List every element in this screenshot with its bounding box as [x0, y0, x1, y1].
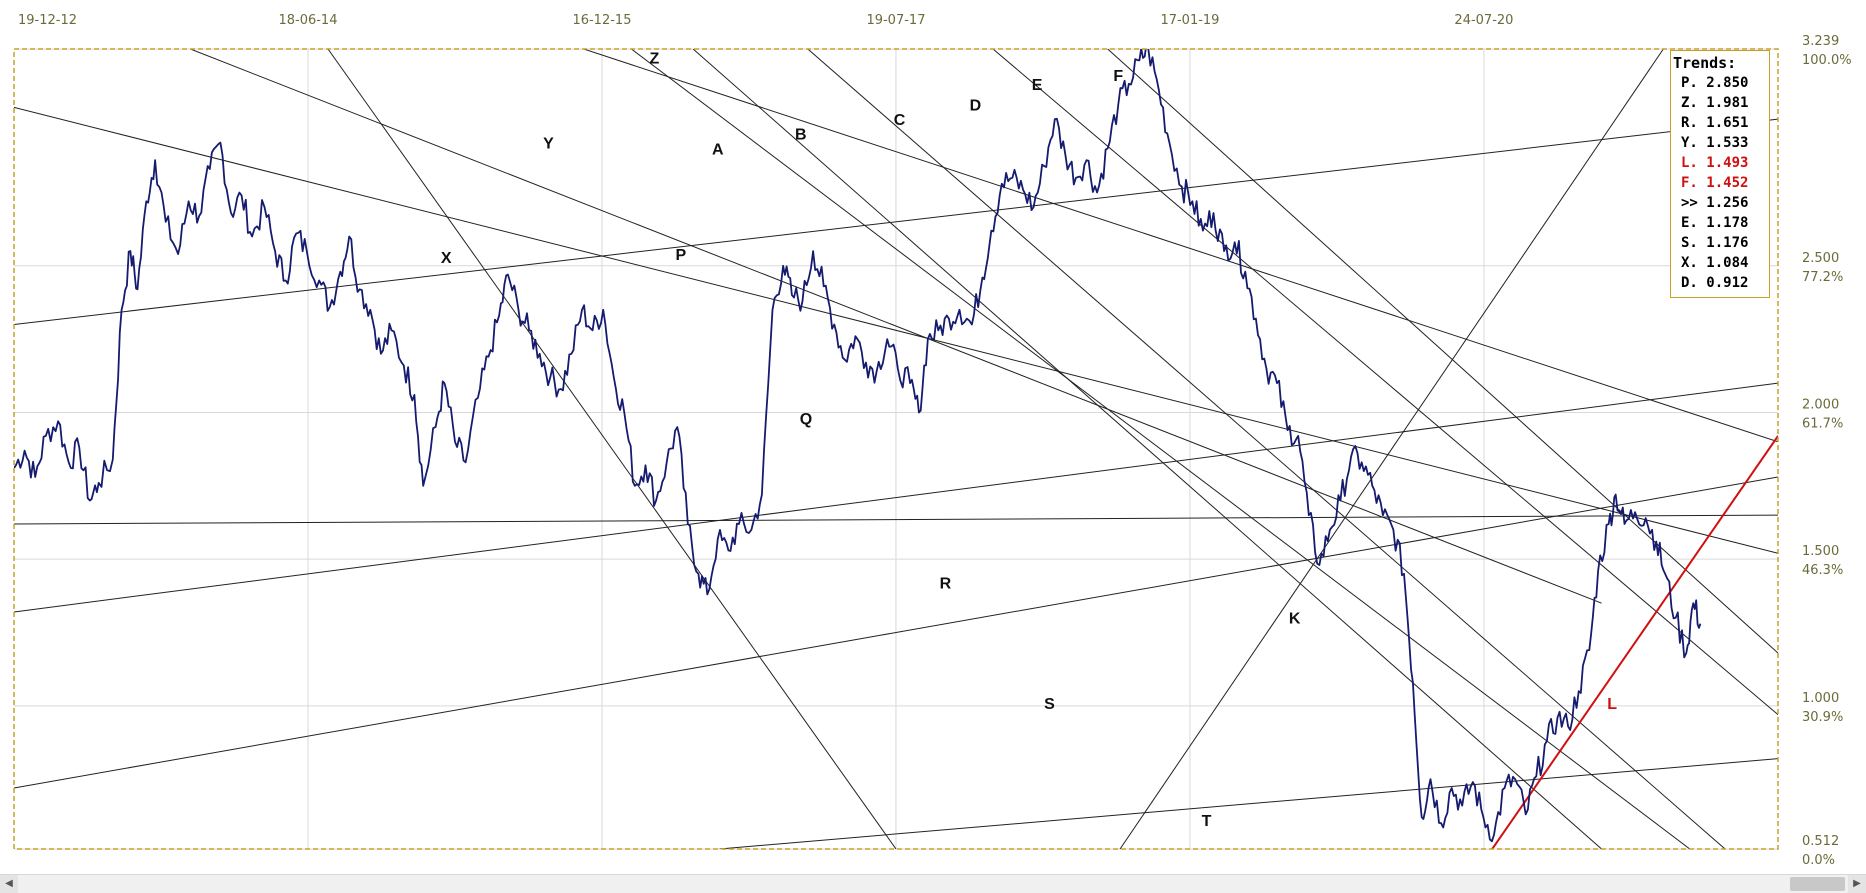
- legend-item-key: F.: [1681, 175, 1707, 191]
- legend-item-value: 1.981: [1706, 95, 1749, 111]
- trend-label-t: T: [1202, 813, 1212, 830]
- trend-line-k: [1119, 49, 1664, 849]
- trend-line-q: [14, 382, 1778, 613]
- trend-label-d: D: [970, 97, 982, 114]
- trend-label-k: K: [1289, 611, 1301, 628]
- trend-label-s: S: [1044, 696, 1055, 713]
- trend-label-p: P: [675, 247, 686, 264]
- trend-label-z: Z: [649, 50, 659, 67]
- trend-label-a: A: [712, 141, 724, 158]
- trend-line-a: [327, 49, 897, 849]
- y-tick-percent: 30.9%: [1802, 710, 1843, 725]
- price-series: [14, 49, 1702, 843]
- x-tick-label: 19-12-12: [18, 13, 77, 28]
- y-tick-percent: 100.0%: [1802, 53, 1852, 68]
- plot-frame: [13, 48, 1779, 850]
- trend-label-y: Y: [543, 135, 554, 152]
- legend-item: Y. 1.533: [1671, 133, 1769, 153]
- x-axis-ticks: 19-12-12 18-06-14 16-12-15 19-07-17 17-01-19…: [18, 13, 1513, 28]
- legend-item-key: P.: [1681, 75, 1707, 91]
- trend-lines: [14, 49, 1778, 849]
- y-axis-ticks: 3.239 100.0% 2.500 77.2% 2.000 61.7% 1.500 46.3…: [1802, 34, 1852, 868]
- trend-line-c: [692, 49, 1602, 849]
- trends-legend: Trends: P. 2.850 Z. 1.981 R. 1.651 Y. 1.533…: [1670, 50, 1770, 298]
- trend-label-e: E: [1032, 77, 1043, 94]
- y-tick-percent: 0.0%: [1802, 853, 1835, 868]
- legend-item-value: 1.533: [1706, 135, 1749, 151]
- y-tick-value: 2.000: [1802, 397, 1839, 412]
- legend-item-key: X.: [1681, 255, 1707, 271]
- legend-item-value: 1.256: [1706, 195, 1749, 211]
- legend-item: >> 1.256: [1671, 193, 1769, 213]
- horizontal-scrollbar[interactable]: ◀ ▶: [0, 874, 1866, 893]
- legend-item-key: L.: [1681, 155, 1707, 171]
- legend-item-key: Z.: [1681, 95, 1707, 111]
- trend-label-l: L: [1607, 696, 1617, 713]
- legend-item-key: R.: [1681, 115, 1707, 131]
- legend-item: X. 1.084: [1671, 253, 1769, 273]
- legend-item-key: D.: [1681, 275, 1707, 291]
- legend-item-key: >>: [1681, 195, 1707, 211]
- trend-label-b: B: [795, 127, 807, 144]
- y-tick-value: 1.000: [1802, 691, 1839, 706]
- legend-item-value: 2.850: [1706, 75, 1749, 91]
- legend-item-key: E.: [1681, 215, 1707, 231]
- legend-item: L. 1.493: [1671, 153, 1769, 173]
- legend-title: Trends:: [1673, 54, 1737, 72]
- trend-line-r: [14, 514, 1778, 525]
- legend-item-key: Y.: [1681, 135, 1707, 151]
- x-tick-label: 17-01-19: [1160, 13, 1219, 28]
- legend-item-value: 1.651: [1706, 115, 1749, 131]
- x-tick-label: 19-07-17: [866, 13, 925, 28]
- legend-item: P. 2.850: [1671, 73, 1769, 93]
- legend-item-key: S.: [1681, 235, 1707, 251]
- x-tick-label: 18-06-14: [278, 13, 337, 28]
- trend-line-y: [14, 106, 1778, 554]
- legend-item-value: 1.176: [1706, 235, 1749, 251]
- scrollbar-thumb[interactable]: [1790, 877, 1845, 891]
- legend-item: R. 1.651: [1671, 113, 1769, 133]
- trend-line-t: [719, 758, 1778, 849]
- legend-item-value: 1.178: [1706, 215, 1749, 231]
- legend-item: Z. 1.981: [1671, 93, 1769, 113]
- trend-labels: Z Y X P A B C D E F Q R K S T L: [441, 50, 1617, 830]
- y-tick-value: 2.500: [1802, 251, 1839, 266]
- trend-line-f: [1107, 49, 1778, 654]
- x-tick-label: 16-12-15: [572, 13, 631, 28]
- trend-line-s: [14, 476, 1778, 789]
- legend-item: E. 1.178: [1671, 213, 1769, 233]
- trend-line-b: [631, 49, 1691, 849]
- legend-item-value: 0.912: [1706, 275, 1749, 291]
- trend-label-f: F: [1113, 68, 1123, 85]
- trend-line-x: [14, 118, 1778, 325]
- y-tick-percent: 77.2%: [1802, 270, 1843, 285]
- legend-item: S. 1.176: [1671, 233, 1769, 253]
- legend-item-value: 1.493: [1706, 155, 1749, 171]
- trend-line-z: [583, 49, 1778, 443]
- trend-label-r: R: [940, 575, 952, 592]
- x-tick-label: 24-07-20: [1454, 13, 1513, 28]
- legend-item-value: 1.084: [1706, 255, 1749, 271]
- legend-item: F. 1.452: [1671, 173, 1769, 193]
- chart-background: [0, 0, 1866, 874]
- price-chart: 19-12-12 18-06-14 16-12-15 19-07-17 17-01-19…: [0, 0, 1866, 874]
- trend-line-p: [190, 49, 1602, 604]
- legend-item-value: 1.452: [1706, 175, 1749, 191]
- right-arrow-icon[interactable]: ▶: [1848, 875, 1866, 893]
- legend-item: D. 0.912: [1671, 273, 1769, 293]
- y-tick-value: 0.512: [1802, 834, 1839, 849]
- y-tick-percent: 46.3%: [1802, 563, 1843, 578]
- y-tick-value: 1.500: [1802, 544, 1839, 559]
- price-line: [14, 49, 1702, 843]
- y-tick-percent: 61.7%: [1802, 416, 1843, 431]
- trend-label-x: X: [441, 250, 452, 267]
- trend-line-e: [992, 49, 1778, 716]
- trend-line-l: [1491, 435, 1778, 849]
- trend-label-c: C: [894, 112, 906, 129]
- trend-label-q: Q: [800, 411, 812, 428]
- legend-rows: P. 2.850 Z. 1.981 R. 1.651 Y. 1.533 L. 1.493…: [1671, 73, 1769, 293]
- left-arrow-icon[interactable]: ◀: [0, 875, 18, 893]
- y-tick-value: 3.239: [1802, 34, 1839, 49]
